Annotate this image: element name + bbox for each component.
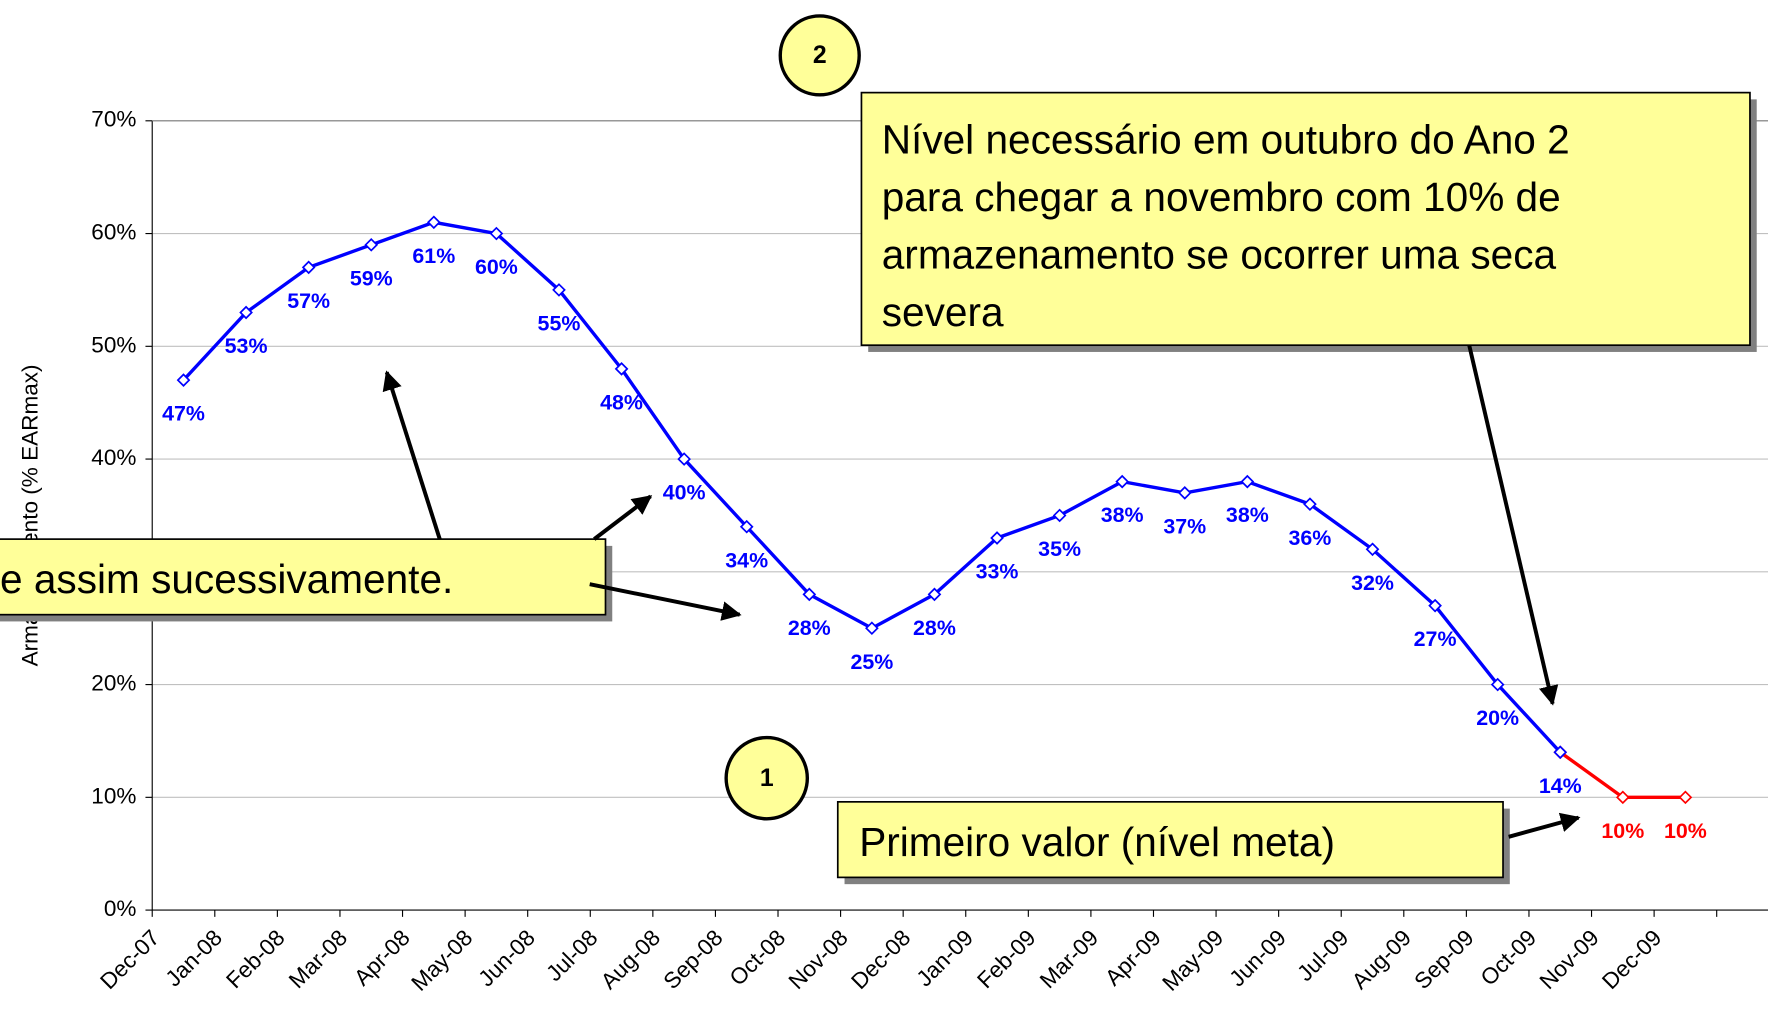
data-label: 55% [538,312,581,336]
marker [176,373,191,387]
circle-label: 1 [760,765,774,792]
marker [677,452,691,466]
marker [1615,790,1630,805]
marker [489,226,504,241]
y-tick-label: 70% [91,107,136,132]
y-tick-label: 20% [91,671,136,696]
data-label: 20% [1476,706,1519,730]
marker [301,260,316,275]
marker [426,215,441,230]
x-tick-label: Apr-09 [1100,925,1166,991]
data-label: 25% [850,650,893,674]
circle [724,735,810,821]
x-tick-label: May-08 [407,925,478,996]
x-tick-label: Jun-09 [1224,925,1290,991]
data-label: 14% [1539,774,1582,798]
callout-box [860,91,1751,347]
annotations: Nível necessário em outubro do Ano 2 par… [0,14,1757,885]
data-label: 47% [162,402,205,426]
x-tick-label: Apr-08 [349,925,415,991]
x-tick-label: Jun-08 [474,925,540,991]
callout-text: e assim sucessivamente. [0,556,453,602]
x-tick-label: Oct-08 [725,925,791,991]
x-tick-label: Jan-09 [912,925,978,991]
x-tick-label: Sep-08 [659,925,728,994]
data-label: 60% [475,255,518,279]
marker [614,362,629,376]
marker [739,519,754,534]
callout-box [836,800,1504,879]
x-tick-label: Mar-09 [1035,925,1103,993]
callout-text: Nível necessário em outubro do Ano 2 [882,117,1570,163]
circle [778,14,861,97]
x-tick-label: Jul-08 [541,925,602,986]
x-tick-label: Dec-07 [95,925,164,994]
marker [364,238,379,252]
x-tick-label: Feb-09 [972,925,1040,993]
data-label: 27% [1414,627,1457,651]
circle-label: 2 [813,42,827,69]
data-label: 38% [1101,503,1144,527]
x-tick-label: Feb-08 [221,925,289,993]
arrows [382,344,1581,839]
x-tick-label: Mar-08 [284,925,352,993]
x-tick-label: Dec-09 [1597,925,1666,994]
data-label: 57% [287,289,330,313]
data-label: 35% [1038,537,1081,561]
x-tick-label: Jul-09 [1292,925,1353,986]
marker [1365,542,1380,557]
marker [1052,508,1067,523]
callout-text: para chegar a novembro com 10% de [882,174,1561,220]
y-tick-label: 10% [91,783,136,808]
x-tick-label: Aug-08 [596,925,665,994]
data-label: 48% [600,390,643,414]
marker [1553,745,1568,760]
y-tick-label: 40% [91,445,136,470]
marker [1678,790,1693,805]
data-label: 10% [1601,819,1644,843]
marker [1115,474,1130,489]
y-tick-label: 60% [91,220,136,245]
marker [239,305,253,320]
data-label: 34% [725,548,768,572]
x-tick-label: Dec-08 [846,925,915,994]
data-label: 37% [1163,515,1206,539]
marker [990,531,1004,545]
data-label: 28% [913,616,956,640]
callout-box [0,538,607,616]
data-label: 28% [788,616,831,640]
x-tick-label: May-09 [1157,925,1228,996]
x-tick-label: Jan-08 [161,925,227,991]
data-label: 59% [350,266,393,290]
callout-text: severa [882,289,1004,335]
callout-text: Primeiro valor (nível meta) [859,819,1335,865]
marker [1177,486,1192,500]
data-label: 10% [1664,819,1707,843]
x-tick-label: Nov-09 [1535,925,1604,994]
marker [1303,497,1317,512]
data-label: 32% [1351,571,1394,595]
callout-text: armazenamento se ocorrer uma seca [882,232,1557,278]
marker [1240,474,1255,489]
y-tick-label: 50% [91,332,136,357]
data-label: 36% [1289,526,1332,550]
data-label: 33% [976,560,1019,584]
x-tick-label: Aug-09 [1347,925,1416,994]
data-label: 53% [225,334,268,358]
x-tick-label: Sep-09 [1410,925,1479,994]
marker [552,283,566,297]
marker [1428,598,1442,613]
marker [927,587,942,602]
data-label: 38% [1226,503,1269,527]
marker [865,621,879,636]
y-tick-label: 0% [104,896,137,921]
data-label: 61% [412,244,455,268]
x-tick-label: Oct-09 [1476,925,1542,991]
marker [802,587,817,602]
data-label: 40% [663,481,706,505]
x-tick-label: Nov-08 [784,925,853,994]
marker [1490,677,1505,692]
